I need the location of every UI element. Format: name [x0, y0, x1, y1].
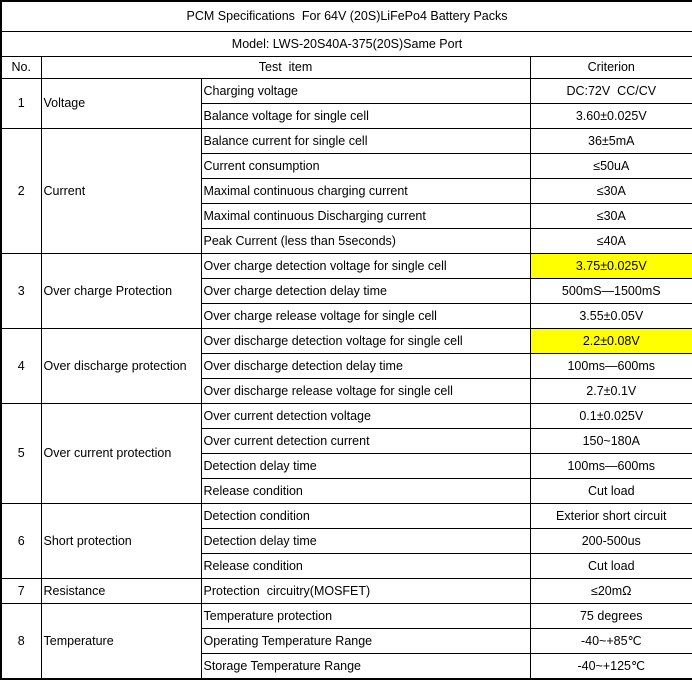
test-item-cell: Detection condition — [200, 503, 531, 529]
group-number: 3 — [0, 253, 42, 329]
spec-row: Detection delay time 100ms—600ms — [1, 453, 692, 479]
criterion-cell: ≤30A — [529, 178, 692, 204]
group-number: 5 — [0, 403, 42, 504]
group-number: 1 — [0, 78, 42, 129]
test-item-cell: Release condition — [200, 553, 531, 579]
group-name: Over current protection — [40, 403, 202, 504]
group-number: 8 — [0, 603, 42, 679]
criterion-cell-highlighted: 3.75±0.025V — [529, 253, 692, 279]
col-header-no: No. — [0, 56, 42, 79]
spec-row: Storage Temperature Range -40~+125℃ — [1, 653, 692, 679]
test-item-cell: Over discharge detection delay time — [200, 353, 531, 379]
test-item-cell: Release condition — [200, 478, 531, 504]
spec-row: Current consumption ≤50uA — [1, 153, 692, 179]
spec-table-body: 1 Voltage Charging voltage DC:72V CC/CV Bala… — [0, 78, 692, 679]
test-item-cell: Maximal continuous Discharging current — [200, 203, 531, 229]
test-item-cell: Temperature protection — [200, 603, 531, 629]
test-item-cell: Peak Current (less than 5seconds) — [200, 228, 531, 254]
criterion-cell: 100ms—600ms — [529, 353, 692, 379]
spec-row: 4 Over discharge protection Over discharge… — [0, 328, 692, 404]
group-number: 4 — [0, 328, 42, 404]
criterion-cell: 0.1±0.025V — [529, 403, 692, 429]
criterion-cell-highlighted: 2.2±0.08V — [529, 328, 692, 354]
test-item-cell: Over discharge detection voltage for sin… — [200, 328, 531, 354]
test-item-cell: Over current detection voltage — [200, 403, 531, 429]
test-item-cell: Over charge detection voltage for single… — [200, 253, 531, 279]
criterion-cell: 200-500us — [529, 528, 692, 554]
test-item-cell: Over discharge release voltage for singl… — [200, 378, 531, 404]
criterion-cell: 75 degrees — [529, 603, 692, 629]
test-item-cell: Charging voltage — [200, 78, 531, 104]
group-name: Over charge Protection — [40, 253, 202, 329]
spec-row: Over discharge release voltage for singl… — [1, 378, 692, 404]
spec-row: 5 Over current protection Over current det… — [0, 403, 692, 504]
criterion-cell: Exterior short circuit — [529, 503, 692, 529]
criterion-cell: ≤50uA — [529, 153, 692, 179]
spec-row: 3 Over charge Protection Over charge detec… — [0, 253, 692, 329]
group-name: Over discharge protection — [40, 328, 202, 404]
model-title: Model: LWS-20S40A-375(20S)Same Port — [0, 31, 692, 57]
criterion-cell: 3.55±0.05V — [529, 303, 692, 329]
criterion-cell: 150~180A — [529, 428, 692, 454]
spec-row: Maximal continuous charging current ≤30A — [1, 178, 692, 204]
spec-row: Over current detection current 150~180A — [1, 428, 692, 454]
test-item-cell: Storage Temperature Range — [200, 653, 531, 679]
spec-row: 7 Resistance Protection circuitry(MOSFET) ≤… — [0, 578, 692, 604]
criterion-cell: 3.60±0.025V — [529, 103, 692, 129]
spec-row: 8 Temperature Temperature protection 75 deg… — [0, 603, 692, 679]
test-item-cell: Operating Temperature Range — [200, 628, 531, 654]
test-item-cell: Protection circuitry(MOSFET) — [200, 578, 531, 604]
spec-row: Balance voltage for single cell 3.60±0.02… — [1, 103, 692, 129]
group-name: Short protection — [40, 503, 202, 579]
test-item-cell: Over charge detection delay time — [200, 278, 531, 304]
test-item-cell: Over current detection current — [200, 428, 531, 454]
col-header-test-item: Test item — [40, 56, 531, 79]
criterion-cell: 100ms—600ms — [529, 453, 692, 479]
group-name: Resistance — [40, 578, 202, 604]
test-item-cell: Current consumption — [200, 153, 531, 179]
title-row: PCM Specifications For 64V (20S)LiFePo4 … — [0, 0, 692, 32]
criterion-cell: -40~+125℃ — [529, 653, 692, 679]
spec-row: Over discharge detection delay time 100ms… — [1, 353, 692, 379]
test-item-cell: Over charge release voltage for single c… — [200, 303, 531, 329]
spec-row: Operating Temperature Range -40~+85℃ — [1, 628, 692, 654]
group-number: 2 — [0, 128, 42, 254]
criterion-cell: Cut load — [529, 553, 692, 579]
spec-row: Maximal continuous Discharging current ≤3… — [1, 203, 692, 229]
spec-row: Over charge release voltage for single c… — [1, 303, 692, 329]
criterion-cell: ≤20mΩ — [529, 578, 692, 604]
criterion-cell: 500mS—1500mS — [529, 278, 692, 304]
spec-row: Detection delay time 200-500us — [1, 528, 692, 554]
column-header-row: No. Test item Criterion — [0, 56, 692, 79]
criterion-cell: 36±5mA — [529, 128, 692, 154]
criterion-cell: ≤40A — [529, 228, 692, 254]
spec-row: Peak Current (less than 5seconds) ≤40A — [1, 228, 692, 254]
test-item-cell: Detection delay time — [200, 453, 531, 479]
spec-row: 2 Current Balance current for single cell 3… — [0, 128, 692, 254]
test-item-cell: Balance current for single cell — [200, 128, 531, 154]
spec-row: 6 Short protection Detection condition Exte… — [0, 503, 692, 579]
group-number: 7 — [0, 578, 42, 604]
group-name: Temperature — [40, 603, 202, 679]
col-header-criterion: Criterion — [529, 56, 692, 79]
test-item-cell: Maximal continuous charging current — [200, 178, 531, 204]
page-title: PCM Specifications For 64V (20S)LiFePo4 … — [0, 0, 692, 32]
criterion-cell: Cut load — [529, 478, 692, 504]
group-name: Current — [40, 128, 202, 254]
criterion-cell: ≤30A — [529, 203, 692, 229]
test-item-cell: Detection delay time — [200, 528, 531, 554]
model-row: Model: LWS-20S40A-375(20S)Same Port — [0, 31, 692, 57]
criterion-cell: DC:72V CC/CV — [529, 78, 692, 104]
group-name: Voltage — [40, 78, 202, 129]
criterion-cell: -40~+85℃ — [529, 628, 692, 654]
spec-row: 1 Voltage Charging voltage DC:72V CC/CV — [0, 78, 692, 129]
group-number: 6 — [0, 503, 42, 579]
test-item-cell: Balance voltage for single cell — [200, 103, 531, 129]
criterion-cell: 2.7±0.1V — [529, 378, 692, 404]
